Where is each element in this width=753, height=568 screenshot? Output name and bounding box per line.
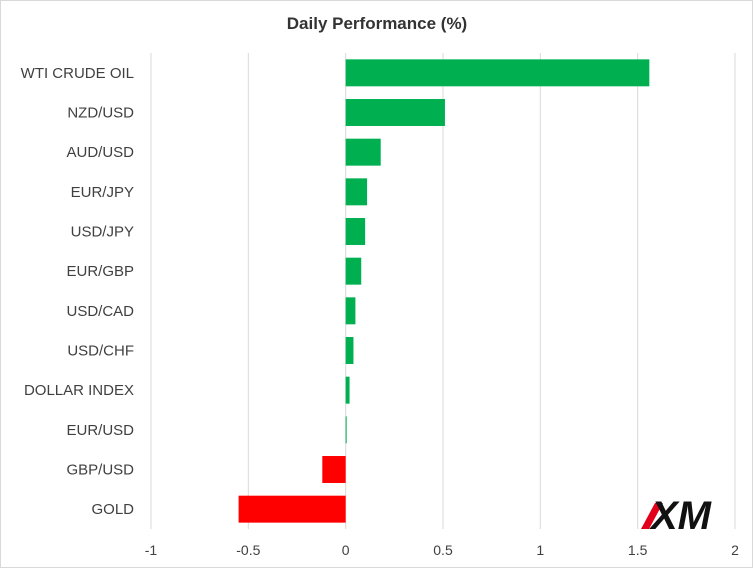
tick-labels: -1 -0.5 0 0.5 1 1.5 2 [145,542,739,558]
category-label: USD/CAD [66,303,134,320]
x-tick-label: 1 [536,542,544,558]
bar [322,456,346,483]
category-label: EUR/USD [66,422,134,439]
bar [345,337,354,364]
x-tick-label: 2 [731,542,739,558]
bar [345,297,356,325]
logo-text: XM [649,494,713,538]
logo-red-mark [641,503,663,529]
bars [238,59,650,523]
category-label: GOLD [91,501,134,518]
bar [345,59,650,87]
category-label: WTI CRUDE OIL [21,65,134,82]
category-labels: WTI CRUDE OIL NZD/USD AUD/USD EUR/JPY USD/JP… [21,65,135,518]
x-tick-label: 0.5 [433,542,453,558]
bar [345,138,381,166]
bar [345,376,350,404]
x-tick-label: 1.5 [628,542,648,558]
x-tick-label: -1 [145,542,158,558]
chart-title: Daily Performance (%) [287,14,467,33]
bar [345,178,368,206]
category-label: EUR/JPY [71,184,134,201]
gridlines [150,53,736,529]
x-tick-label: -0.5 [236,542,260,558]
category-label: USD/JPY [71,224,134,241]
category-label: EUR/GBP [66,263,134,280]
category-label: USD/CHF [67,343,134,360]
xm-logo: XM [641,494,713,538]
bar [238,495,346,523]
x-tick-label: 0 [342,542,350,558]
bar [345,218,366,245]
bar [345,257,362,285]
bar [345,416,347,444]
bar [345,99,445,126]
category-label: NZD/USD [67,105,134,122]
category-label: DOLLAR INDEX [24,382,134,399]
category-label: AUD/USD [66,144,134,161]
category-label: GBP/USD [66,462,134,479]
